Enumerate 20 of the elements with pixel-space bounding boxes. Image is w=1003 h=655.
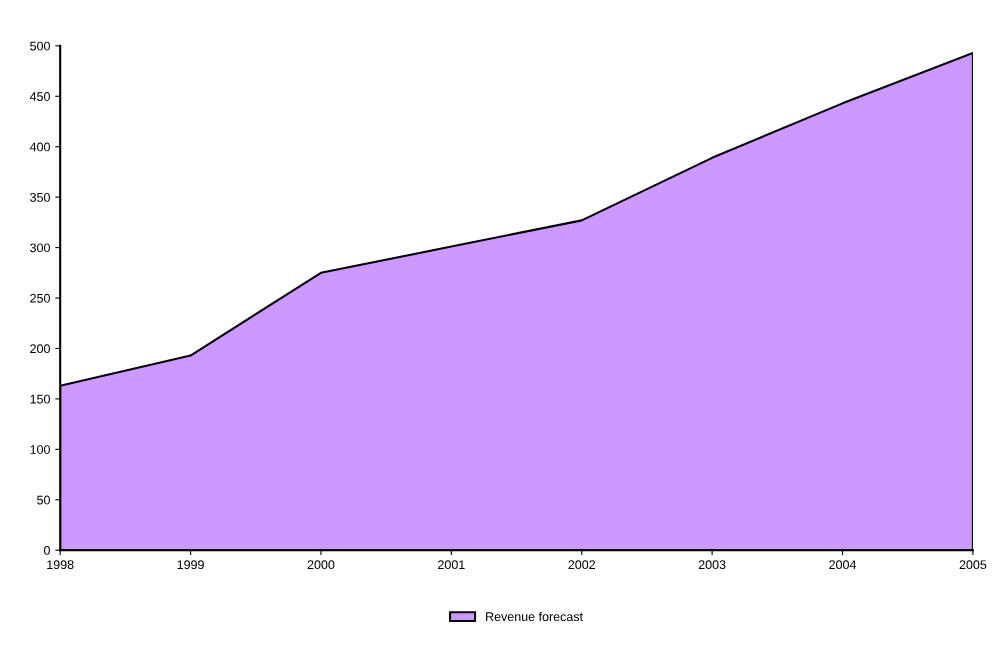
y-tick-label: 400 xyxy=(29,142,50,152)
x-tick-label: 2003 xyxy=(698,560,726,570)
y-tick-label: 200 xyxy=(30,344,50,354)
x-tick-label: 2004 xyxy=(829,560,857,570)
y-tick-label: 0 xyxy=(43,546,50,555)
y-tick-label: 100 xyxy=(30,445,50,454)
x-tick-label: 1999 xyxy=(177,560,204,570)
x-tick-label: 2001 xyxy=(438,560,465,570)
y-tick-label: 350 xyxy=(30,192,50,202)
x-tick-label: 1998 xyxy=(47,560,74,570)
y-tick-label: 450 xyxy=(29,92,50,101)
y-tick-label: 150 xyxy=(30,394,50,404)
x-tick-label: 2005 xyxy=(959,560,987,570)
y-tick-label: 500 xyxy=(30,41,50,51)
y-tick-label: 300 xyxy=(30,243,50,253)
x-tick-label: 2000 xyxy=(307,560,335,570)
y-tick-label: 50 xyxy=(37,495,50,505)
x-tick-label: 2002 xyxy=(568,560,596,570)
y-tick-label: 250 xyxy=(30,293,50,303)
legend-label: Revenue forecast xyxy=(486,611,583,622)
